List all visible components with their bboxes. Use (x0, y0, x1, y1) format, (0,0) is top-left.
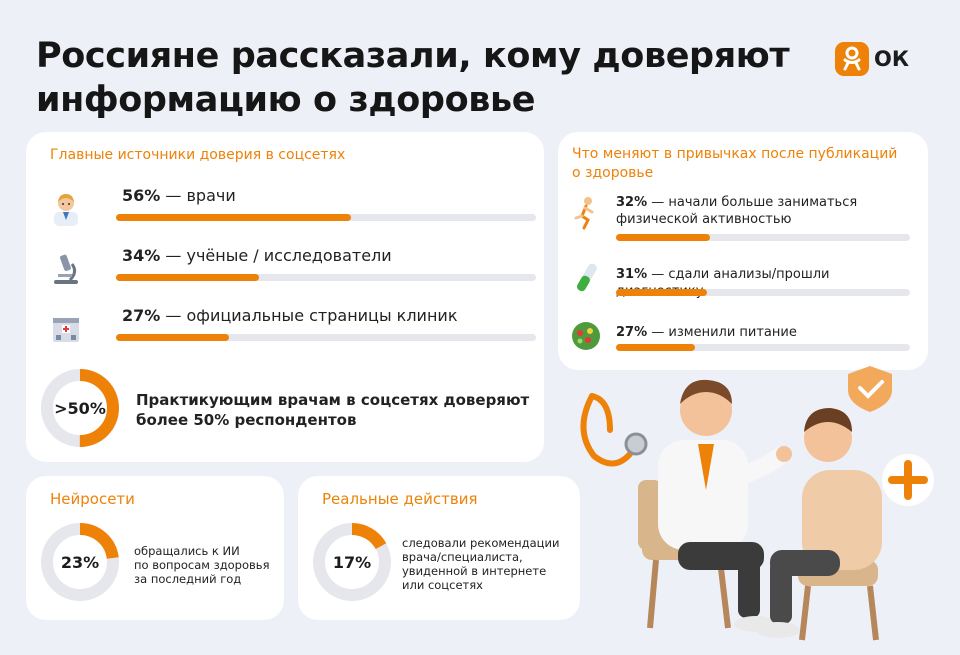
source-label-doctors: 56% — врачи (122, 186, 236, 205)
habit-pct-activity: 32% (616, 195, 648, 210)
ai-ring-arc (41, 523, 119, 601)
habit-text-activity: — начали больше заниматься (651, 195, 858, 210)
habits-card: Что меняют в привычках после публикаций … (558, 132, 928, 370)
medical-plus-icon (882, 454, 934, 506)
habit-bar-fill-nutrition (616, 344, 696, 351)
source-text-doctors: — врачи (165, 186, 236, 205)
habit-bar-activity (616, 234, 910, 241)
habit-bar-fill-activity (616, 234, 711, 241)
source-text-scientists: — учёные / исследователи (165, 246, 392, 265)
habit-row-nutrition: 27% — изменили питание (568, 322, 918, 358)
actions-note-line4: или соцсетях (402, 578, 483, 592)
actions-ring: 17% (313, 523, 391, 601)
ai-note-line1: обращались к ИИ (134, 544, 240, 558)
actions-card: Реальные действия 17% следовали рекоменд… (298, 476, 580, 620)
hospital-icon (53, 318, 79, 342)
ai-heading: Нейросети (50, 490, 135, 508)
stethoscope-icon (580, 393, 648, 467)
source-bar-clinics (116, 334, 536, 341)
running-icon (574, 197, 594, 230)
source-bar-doctors (116, 214, 536, 221)
habit-text-nutrition: — изменили питание (651, 325, 797, 340)
habit-bar-tests (616, 289, 910, 296)
source-label-scientists: 34% — учёные / исследователи (122, 246, 392, 265)
source-text-clinics: — официальные страницы клиник (165, 306, 458, 325)
ai-note: обращались к ИИ по вопросам здоровья за … (134, 544, 270, 586)
source-bar-fill-scientists (116, 274, 259, 281)
doctors-trust-ring-label: >50% (54, 399, 106, 418)
source-pct-scientists: 34% (122, 246, 161, 265)
trust-sources-card: Главные источники доверия в соцсетях 56%… (26, 132, 544, 462)
actions-note-line3: увиденной в интернете (402, 564, 547, 578)
source-row-scientists: 34% — учёные / исследователи (46, 246, 536, 290)
habits-heading: Что меняют в привычках после публикаций … (572, 145, 897, 183)
logo-text: ОК (874, 47, 910, 71)
ai-note-line2: по вопросам здоровья (134, 558, 270, 572)
doctor-icon (54, 194, 78, 226)
source-pct-clinics: 27% (122, 306, 161, 325)
page-title-line1: Россияне рассказали, кому доверяют (36, 36, 790, 76)
page-title-line2: информацию о здоровье (36, 80, 536, 120)
source-row-clinics: 27% — официальные страницы клиник (46, 306, 536, 350)
habit-bar-fill-tests (616, 289, 708, 296)
doctors-trust-note: Практикующим врачам в соцсетях доверяют … (136, 390, 529, 430)
microscope-icon (54, 254, 78, 284)
salad-icon (572, 322, 600, 350)
source-bar-scientists (116, 274, 536, 281)
habit-label-activity: 32% — начали больше заниматься физическо… (616, 194, 857, 228)
doctors-trust-note-line1: Практикующим врачам в соцсетях доверяют (136, 391, 530, 409)
doctors-trust-ring-arc (41, 369, 119, 447)
habit-text-activity-line2: физической активностью (616, 212, 792, 227)
actions-ring-arc (313, 523, 391, 601)
doctors-trust-ring: >50% (41, 369, 119, 447)
habit-label-nutrition: 27% — изменили питание (616, 324, 797, 341)
habits-heading-line2: о здоровье (572, 165, 654, 181)
trust-sources-heading: Главные источники доверия в соцсетях (50, 147, 346, 163)
source-row-doctors: 56% — врачи (46, 186, 536, 230)
actions-ring-label: 17% (333, 553, 371, 572)
ai-ring: 23% (41, 523, 119, 601)
habit-bar-nutrition (616, 344, 910, 351)
ai-ring-label: 23% (61, 553, 99, 572)
page-title: Россияне рассказали, кому доверяют инфор… (36, 34, 796, 122)
doctor-patient-illustration (580, 366, 934, 641)
habit-row-activity: 32% — начали больше заниматься физическо… (568, 194, 918, 242)
source-label-clinics: 27% — официальные страницы клиник (122, 306, 457, 325)
doctors-trust-note-line2: более 50% респондентов (136, 411, 357, 429)
odnoklassniki-icon (835, 42, 869, 76)
source-bar-fill-doctors (116, 214, 352, 221)
source-pct-doctors: 56% (122, 186, 161, 205)
test-tube-icon (577, 263, 597, 292)
ok-logo: ОК (835, 42, 909, 76)
habits-heading-line1: Что меняют в привычках после публикаций (572, 146, 898, 162)
habit-row-tests: 31% — сдали анализы/прошли диагностику (568, 263, 918, 300)
ai-note-line3: за последний год (134, 572, 242, 586)
ai-card: Нейросети 23% обращались к ИИ по вопроса… (26, 476, 284, 620)
actions-heading: Реальные действия (322, 490, 478, 508)
actions-note-line1: следовали рекомендации (402, 536, 560, 550)
actions-note: следовали рекомендации врача/специалиста… (402, 536, 559, 592)
shield-check-icon (848, 366, 892, 412)
source-bar-fill-clinics (116, 334, 230, 341)
actions-note-line2: врача/специалиста, (402, 550, 523, 564)
habit-pct-tests: 31% (616, 267, 648, 282)
habit-pct-nutrition: 27% (616, 325, 648, 340)
